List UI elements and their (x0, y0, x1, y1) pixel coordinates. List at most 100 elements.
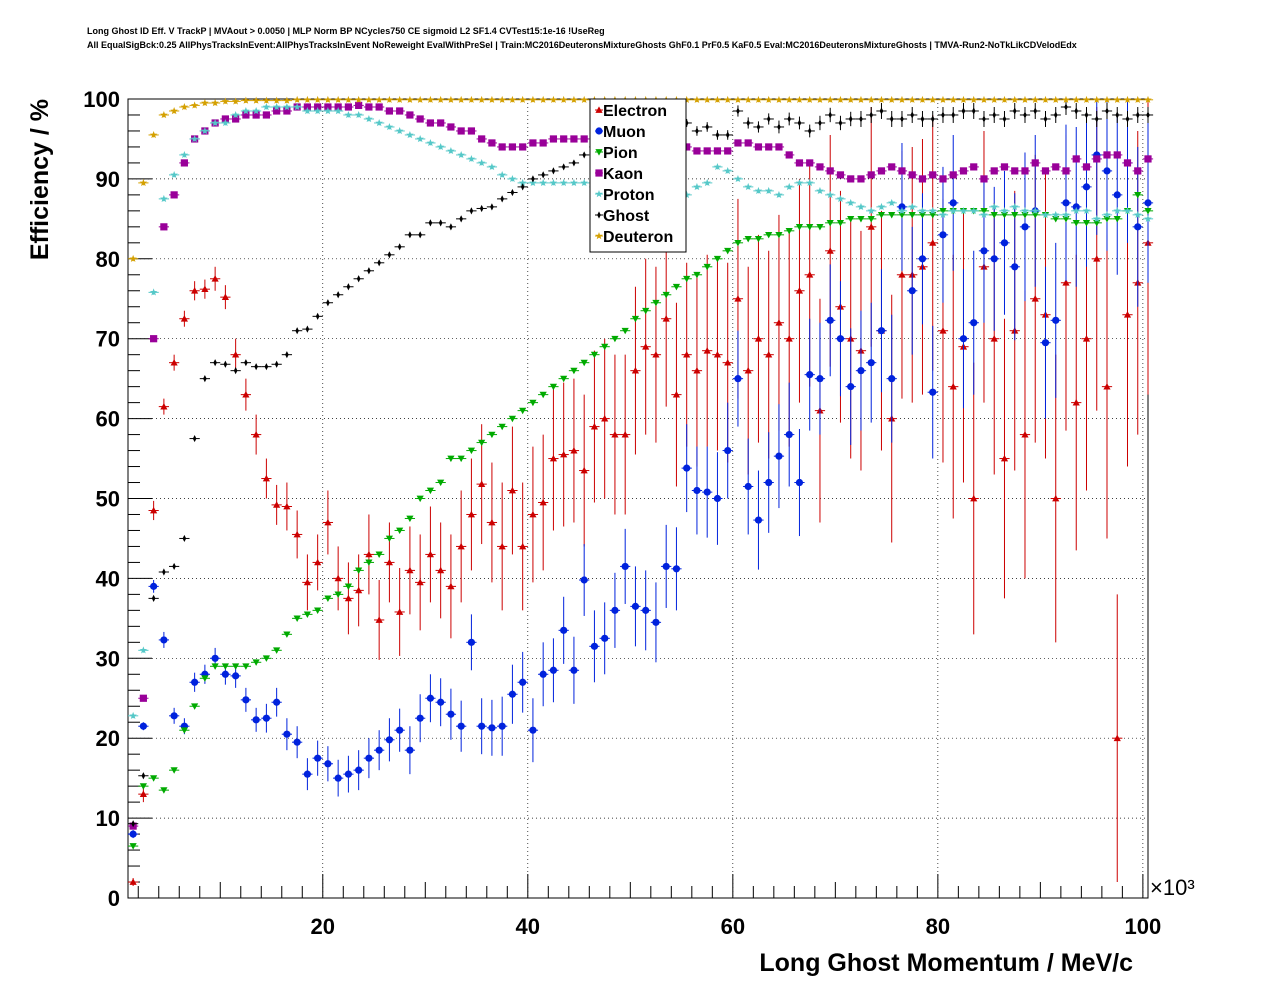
data-point (478, 480, 486, 487)
data-point (1125, 115, 1130, 123)
data-point (1021, 95, 1029, 103)
data-point (713, 351, 722, 358)
data-point (549, 178, 558, 187)
data-point (295, 327, 299, 335)
data-point (180, 727, 188, 734)
data-point (982, 115, 986, 123)
data-point (1134, 167, 1142, 175)
data-point (457, 95, 465, 103)
data-point (684, 119, 689, 127)
data-point (457, 455, 465, 463)
data-point (785, 182, 793, 191)
data-point (746, 119, 751, 127)
data-point (478, 722, 486, 730)
data-point (869, 111, 874, 119)
data-point (418, 231, 422, 239)
data-point (836, 95, 845, 103)
data-point (416, 134, 424, 143)
data-point (365, 754, 373, 762)
data-point (457, 127, 465, 135)
data-point (867, 95, 875, 103)
data-point (928, 206, 937, 215)
data-point (805, 178, 814, 187)
data-point (221, 97, 230, 105)
data-point (877, 327, 886, 335)
data-point (785, 151, 793, 159)
data-point (549, 666, 558, 674)
data-point (877, 167, 886, 175)
legend-marker (595, 232, 603, 240)
data-point (149, 288, 158, 296)
data-point (867, 223, 875, 230)
data-point (488, 518, 496, 526)
data-point (211, 119, 219, 127)
data-point (303, 107, 312, 115)
data-point (662, 315, 670, 322)
data-point (570, 367, 578, 375)
data-point (365, 115, 373, 123)
data-point (826, 190, 834, 199)
data-point (129, 878, 137, 885)
data-point (549, 95, 558, 103)
data-point (990, 255, 998, 263)
data-point (303, 611, 311, 618)
data-point (703, 488, 711, 496)
data-point (324, 760, 332, 768)
data-point (826, 316, 834, 324)
data-point (160, 223, 168, 231)
data-point (242, 663, 250, 670)
data-point (754, 235, 763, 243)
data-point (898, 203, 906, 211)
data-point (549, 454, 558, 462)
data-point (498, 143, 506, 151)
x-tick-label: 20 (311, 914, 335, 939)
data-point (765, 231, 773, 239)
data-point (160, 194, 168, 203)
data-point (324, 107, 332, 115)
data-point (500, 195, 504, 203)
data-point (713, 95, 722, 103)
y-tick-label: 20 (96, 726, 120, 751)
data-point (693, 147, 701, 155)
data-point (590, 422, 599, 430)
data-point (734, 239, 742, 247)
data-point (601, 634, 609, 642)
data-point (129, 843, 137, 850)
data-point (787, 115, 792, 123)
data-point (929, 239, 937, 246)
data-point (273, 647, 281, 654)
data-point (775, 143, 783, 151)
data-point (580, 359, 588, 367)
data-point (283, 502, 291, 510)
data-point (590, 351, 599, 359)
data-point (490, 203, 494, 211)
y-axis-label: Efficiency / % (26, 99, 54, 260)
data-point (1041, 339, 1050, 347)
data-point (375, 616, 383, 623)
legend-entry-deuteron: Deuteron (595, 229, 673, 246)
y-tick-label: 90 (96, 167, 120, 192)
data-point (672, 283, 681, 291)
data-point (519, 542, 527, 550)
data-point (744, 482, 752, 491)
legend-label: Pion (603, 145, 638, 162)
data-point (1135, 111, 1140, 119)
data-point (1053, 111, 1058, 119)
data-point (541, 171, 545, 179)
data-point (559, 178, 568, 187)
data-point (785, 335, 793, 342)
data-point (560, 135, 568, 143)
data-point (910, 111, 915, 119)
data-point (1062, 199, 1070, 207)
data-point (170, 712, 178, 720)
data-point (1115, 111, 1120, 119)
data-point (652, 299, 660, 307)
data-point (385, 736, 394, 744)
x-tick-label: 60 (721, 914, 745, 939)
data-point (734, 174, 742, 183)
data-point (1113, 151, 1121, 159)
data-point (918, 95, 927, 103)
data-point (898, 271, 906, 278)
data-point (160, 636, 168, 644)
data-point (539, 139, 547, 147)
